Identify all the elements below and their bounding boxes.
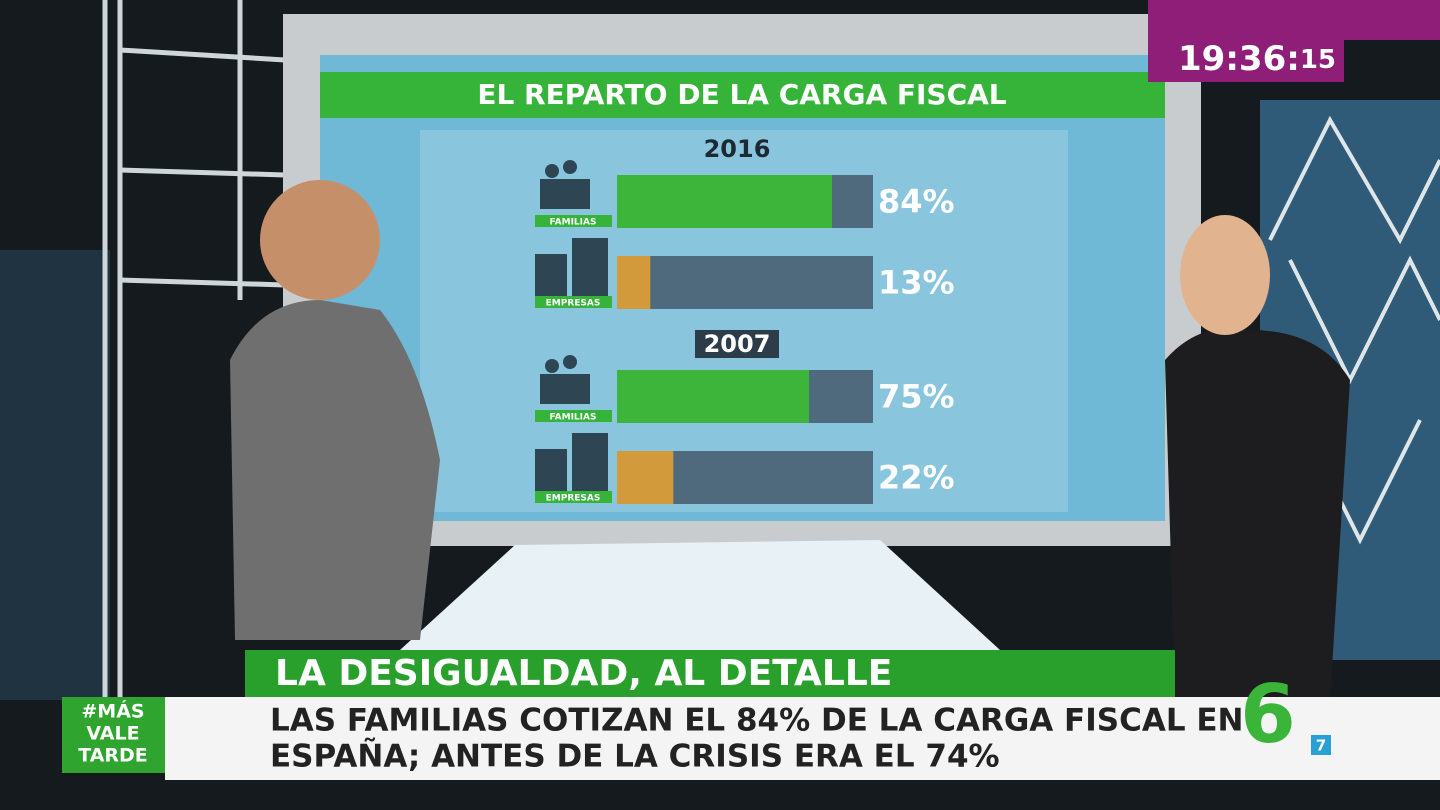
category-label: EMPRESAS xyxy=(546,494,601,504)
category-box xyxy=(535,410,612,422)
year-box xyxy=(695,330,779,358)
hashtag-line: VALE xyxy=(86,723,139,745)
icon xyxy=(535,449,567,491)
presenter-man xyxy=(230,300,440,640)
title-banner xyxy=(320,72,1165,118)
icon xyxy=(572,238,608,296)
category-label: FAMILIAS xyxy=(550,413,597,423)
chart-area: 2016 84% FAMILIAS 13% EMPRESAS 2007 75% FAMILIA… xyxy=(535,135,955,504)
icon xyxy=(540,179,590,209)
bar xyxy=(617,256,651,309)
desk xyxy=(400,540,1000,650)
subtitle-line: ESPAÑA; ANTES DE LA CRISIS ERA EL 74% xyxy=(270,738,1000,775)
value-label: 13% xyxy=(878,264,955,302)
channel-logo: 6 xyxy=(1240,668,1296,761)
value-label: 75% xyxy=(878,378,955,416)
hashtag-line: TARDE xyxy=(78,745,148,767)
sub-logo: 7 xyxy=(1316,737,1326,755)
icon xyxy=(545,164,559,178)
category-label: EMPRESAS xyxy=(546,299,601,309)
category-box xyxy=(535,296,612,308)
bar xyxy=(617,370,809,423)
icon xyxy=(563,355,577,369)
bar-track xyxy=(617,256,873,309)
value-label: 84% xyxy=(878,183,955,221)
category-box xyxy=(535,491,612,503)
headline-band xyxy=(245,650,1175,698)
subtitle-band xyxy=(165,697,1440,780)
headline: LA DESIGUALDAD, AL DETALLE xyxy=(275,653,892,694)
category-label: FAMILIAS xyxy=(550,218,597,228)
sub-logo-box xyxy=(1311,735,1331,755)
year-label: 2007 xyxy=(704,330,771,358)
clock-seconds: 15 xyxy=(1300,45,1336,75)
city-window xyxy=(0,250,110,700)
icon xyxy=(535,254,567,296)
bar xyxy=(617,451,674,504)
hashtag-line: #MÁS xyxy=(81,700,144,723)
category-box xyxy=(535,215,612,227)
icon xyxy=(563,160,577,174)
hashtag-box xyxy=(62,697,165,773)
value-label: 22% xyxy=(878,459,955,497)
icon xyxy=(540,374,590,404)
studio-grid xyxy=(102,0,286,700)
year-label: 2016 xyxy=(704,135,771,163)
clock-box xyxy=(1148,36,1344,82)
presenter-woman xyxy=(1165,328,1350,700)
icon xyxy=(545,359,559,373)
bar xyxy=(617,175,833,228)
presenter-woman-head xyxy=(1180,215,1270,335)
icon xyxy=(572,433,608,491)
presenter-man-head xyxy=(260,180,380,300)
clock-time: 19:36: xyxy=(1178,39,1300,79)
clock: 19:36:15 xyxy=(1178,39,1336,79)
clock-band xyxy=(1148,0,1440,40)
chart-title: EL REPARTO DE LA CARGA FISCAL xyxy=(477,78,1006,111)
subtitle-line: LAS FAMILIAS COTIZAN EL 84% DE LA CARGA … xyxy=(270,703,1244,739)
